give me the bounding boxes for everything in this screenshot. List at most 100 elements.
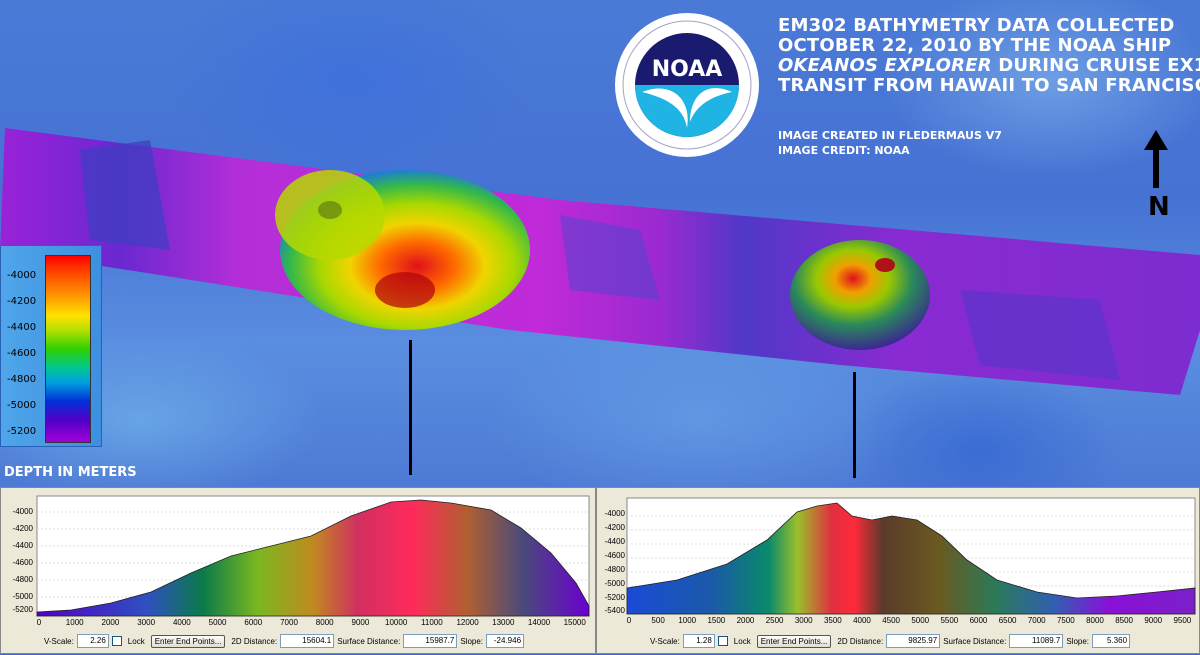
profile-plot-left [36, 495, 590, 617]
x-tick: 12000 [456, 618, 479, 627]
y-tick: -4200 [12, 524, 33, 533]
x-tick: 8000 [315, 618, 334, 627]
vscale-input[interactable]: 2.26 [76, 634, 109, 648]
x-tick: 2000 [736, 616, 755, 625]
profile-marker-left [409, 340, 412, 475]
y-tick: -4800 [12, 575, 33, 584]
x-tick: 0 [626, 616, 632, 625]
lock-checkbox[interactable] [717, 636, 728, 646]
enter-end-points-button[interactable]: Enter End Points... [756, 634, 832, 648]
y-tick: -4200 [604, 523, 625, 532]
vscale-label: V-Scale: [44, 636, 74, 646]
title-line-1: EM302 BATHYMETRY DATA COLLECTED [778, 15, 1175, 36]
x-tick: 3500 [823, 616, 842, 625]
profile-controls-left: V-Scale: 2.26 Lock Enter End Points... 2… [41, 633, 525, 649]
y-tick: -4600 [12, 558, 33, 567]
x-tick: 9500 [1173, 616, 1192, 625]
x-tick: 1000 [65, 618, 84, 627]
slope-field[interactable]: 5.360 [1092, 634, 1131, 648]
noaa-logo-text: NOAA [652, 57, 723, 82]
x-tick: 9000 [351, 618, 370, 627]
x-tick: 14000 [527, 618, 551, 627]
lock-label: Lock [733, 636, 751, 646]
surface-distance-label: Surface Distance: [943, 636, 1007, 646]
ship-name: OKEANOS EXPLORER [778, 55, 992, 76]
x-tick: 5500 [940, 616, 959, 625]
x-tick: 4000 [853, 616, 871, 625]
x-tick: 0 [36, 618, 42, 627]
profile-marker-right [853, 372, 856, 478]
x-tick: 5000 [911, 616, 930, 625]
x-tick: 1000 [678, 616, 697, 625]
y-tick: -4800 [604, 565, 625, 574]
x-tick: 8000 [1086, 616, 1104, 625]
x-tick: 7000 [280, 618, 298, 627]
noaa-logo: NOAA [615, 13, 759, 157]
x-tick: 6000 [969, 616, 988, 625]
profile-panel-left: -4000 -4200 -4400 -4600 -4800 -5000 -520… [0, 487, 596, 654]
x-tick: 2000 [101, 618, 120, 627]
y-tick: -5400 [604, 606, 625, 615]
y-tick: -4000 [12, 507, 33, 516]
depth-legend: -4000 -4200 -4400 -4600 -4800 -5000 -520… [0, 245, 102, 447]
x-tick: 1500 [707, 616, 726, 625]
x-tick: 5000 [208, 618, 227, 627]
title-line-2: OCTOBER 22, 2010 BY THE NOAA SHIP [778, 35, 1172, 56]
surface-distance-field[interactable]: 15987.7 [403, 634, 458, 648]
bathymetry-swath [0, 128, 1200, 395]
surface-distance-label: Surface Distance: [337, 636, 401, 646]
depth-color-bar [45, 255, 91, 443]
profile-controls-right: V-Scale: 1.28 Lock Enter End Points... 2… [647, 633, 1131, 649]
distance-2d-label: 2D Distance: [837, 636, 884, 646]
x-tick: 9000 [1144, 616, 1163, 625]
x-tick: 8500 [1115, 616, 1133, 625]
credit-created: IMAGE CREATED IN FLEDERMAUS V7 [778, 129, 1002, 142]
distance-2d-field[interactable]: 15604.1 [280, 634, 335, 648]
legend-label: -4600 [7, 348, 37, 359]
y-tick: -5000 [604, 579, 625, 588]
lock-checkbox[interactable] [111, 636, 122, 646]
y-tick: -5200 [604, 593, 625, 602]
x-tick: 10000 [385, 618, 408, 627]
y-tick: -5200 [12, 605, 33, 614]
y-tick: -4400 [12, 541, 33, 550]
x-tick: 13000 [492, 618, 515, 627]
x-tick: 2500 [765, 616, 784, 625]
y-tick: -5000 [12, 592, 33, 601]
slope-label: Slope: [460, 636, 484, 646]
title-line-3: OKEANOS EXPLORER DURING CRUISE EX1006 - [778, 56, 1200, 76]
vscale-input[interactable]: 1.28 [682, 634, 715, 648]
north-arrow-icon [1144, 130, 1168, 188]
legend-label: -4800 [7, 374, 37, 385]
image-title: EM302 BATHYMETRY DATA COLLECTED OCTOBER … [778, 16, 1200, 96]
title-line-3-rest: DURING CRUISE EX1006 - [998, 55, 1200, 76]
profile-plot-right [626, 497, 1196, 615]
x-tick: 15000 [563, 618, 586, 627]
legend-label: -4400 [7, 322, 37, 333]
lock-label: Lock [127, 636, 145, 646]
x-tick: 6500 [998, 616, 1017, 625]
x-tick: 11000 [421, 618, 443, 627]
slope-field[interactable]: -24.946 [486, 634, 525, 648]
x-tick: 3000 [794, 616, 813, 625]
surface-distance-field[interactable]: 11089.7 [1009, 634, 1064, 648]
legend-label: -5000 [7, 400, 37, 411]
north-label: N [1148, 192, 1170, 222]
legend-title: DEPTH IN METERS [4, 465, 137, 480]
enter-end-points-button[interactable]: Enter End Points... [150, 634, 226, 648]
vscale-label: V-Scale: [650, 636, 680, 646]
bathymetry-map [0, 0, 1200, 490]
x-tick: 4000 [172, 618, 191, 627]
x-tick: 7500 [1056, 616, 1075, 625]
title-line-4: TRANSIT FROM HAWAII TO SAN FRANCISCO [778, 75, 1200, 96]
slope-label: Slope: [1066, 636, 1090, 646]
distance-2d-field[interactable]: 9825.97 [886, 634, 941, 648]
y-tick: -4000 [604, 509, 625, 518]
legend-label: -4200 [7, 296, 37, 307]
y-tick: -4600 [604, 551, 625, 560]
image-credits: IMAGE CREATED IN FLEDERMAUS V7 IMAGE CRE… [778, 128, 1002, 158]
x-tick: 3000 [137, 618, 156, 627]
x-tick: 500 [651, 616, 665, 625]
y-tick: -4400 [604, 537, 625, 546]
distance-2d-label: 2D Distance: [231, 636, 278, 646]
